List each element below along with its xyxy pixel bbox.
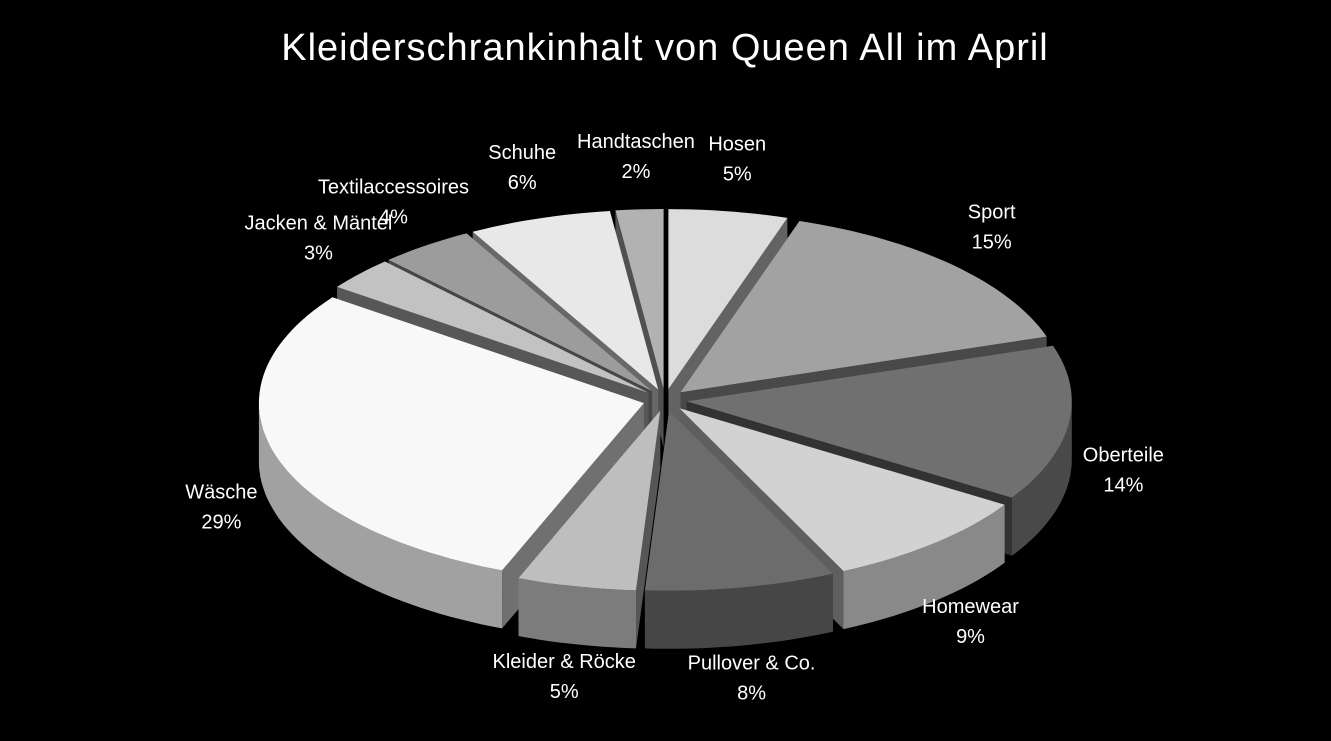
slice <box>337 261 649 393</box>
slice <box>686 345 1072 498</box>
slice-wall <box>644 573 833 649</box>
value-label: 5% <box>550 681 579 703</box>
category-label: Schuhe <box>488 142 556 164</box>
value-label: 15% <box>972 231 1012 253</box>
value-label: 14% <box>1103 474 1143 496</box>
value-label: 6% <box>508 172 537 194</box>
chart-title: Kleiderschrankinhalt von Queen All im Ap… <box>281 27 1049 69</box>
category-label: Handtaschen <box>577 131 695 153</box>
value-label: 9% <box>956 626 985 648</box>
category-label: Oberteile <box>1083 444 1164 466</box>
category-label: Wäsche <box>185 482 257 504</box>
category-label: Kleider & Röcke <box>493 651 636 673</box>
category-label: Homewear <box>922 596 1019 618</box>
slice-wall <box>843 504 1005 630</box>
category-label: Jacken & Mäntel <box>245 213 393 235</box>
slice-wall <box>518 578 636 649</box>
value-label: 8% <box>737 683 766 705</box>
pie <box>258 209 1072 649</box>
value-label: 5% <box>723 163 752 185</box>
slice <box>644 410 833 591</box>
category-label: Hosen <box>708 133 766 155</box>
value-label: 3% <box>304 243 333 265</box>
category-label: Sport <box>968 201 1016 223</box>
value-label: 2% <box>622 161 651 183</box>
slice <box>518 410 661 649</box>
slice <box>680 221 1047 393</box>
slice <box>668 209 788 390</box>
slice <box>679 408 1005 572</box>
slice <box>258 297 644 571</box>
slice-wall <box>258 403 503 629</box>
category-label: Textilaccessoires <box>318 177 469 199</box>
slice-wall <box>1011 401 1072 556</box>
slice <box>518 410 661 591</box>
value-label: 4% <box>379 207 408 229</box>
value-label: 29% <box>201 512 241 534</box>
labels: Hosen 5% Sport 15% Oberteile 14% Homewear 9% Pul… <box>185 131 1164 705</box>
category-label: Pullover & Co. <box>688 653 816 675</box>
slice <box>388 233 653 392</box>
slice <box>472 211 659 390</box>
slice <box>615 209 664 389</box>
slice <box>644 410 833 649</box>
